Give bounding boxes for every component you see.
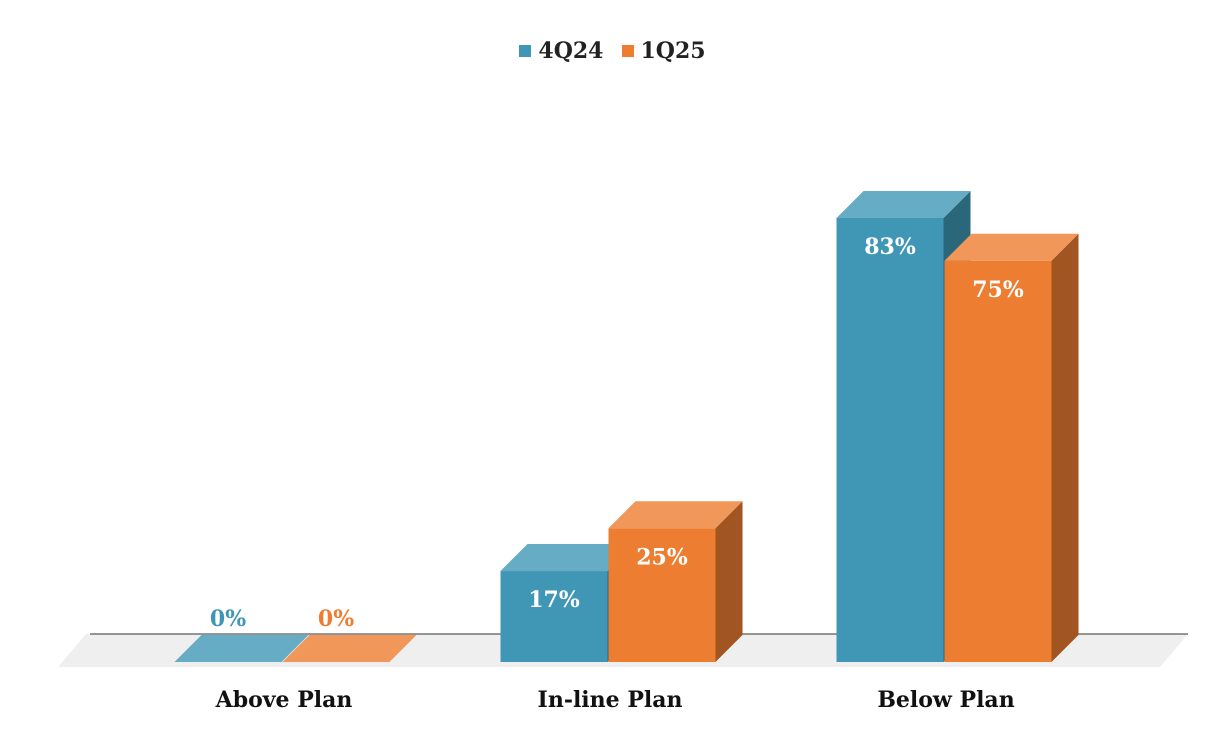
legend-item-series-2: 1Q25 [621,38,706,64]
bar-cat3-s2 [944,260,1052,662]
legend-item-series-1: 4Q24 [519,38,604,64]
bar-top-cat3-s1 [836,190,971,218]
bar-top-cat2-s2 [608,501,743,529]
legend-label-series-2: 1Q25 [640,38,706,64]
bar-cat2-s2 [608,528,716,662]
bar-side-cat3-s2 [1051,233,1079,662]
category-label-3: Below Plan [877,687,1014,713]
bar-label-cat1-s1: 0% [210,606,246,632]
bar-label-cat3-s1: 83% [864,234,916,260]
category-label-2: In-line Plan [538,687,683,713]
bar-cat3-s1 [836,217,944,662]
bar-label-cat3-s2: 75% [972,277,1024,303]
bar-top-cat3-s2 [944,233,1079,261]
category-label-1: Above Plan [215,687,353,713]
legend-swatch-series-1 [519,45,532,57]
legend-swatch-series-2 [621,45,634,57]
bar-label-cat2-s1: 17% [528,587,580,613]
bar-label-cat1-s2: 0% [318,606,354,632]
bar-label-cat2-s2: 25% [636,544,688,570]
legend-label-series-1: 4Q24 [538,38,604,64]
bar-side-cat2-s2 [715,501,743,662]
bar-top-cat2-s1 [500,544,635,572]
bar-top-cat1-s2 [282,635,417,662]
bar-cat2-s1 [500,571,608,662]
chart-legend: 4Q24 1Q25 [0,38,1225,64]
bar-top-cat1-s1 [174,635,309,662]
